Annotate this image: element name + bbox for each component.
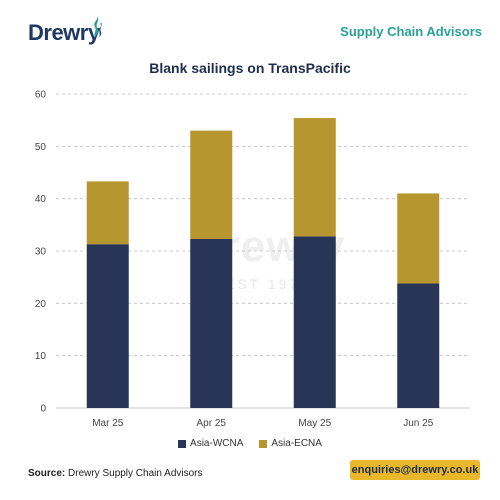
contact-email-button[interactable]: enquiries@drewry.co.uk: [350, 460, 480, 480]
bar-wcna: [190, 238, 233, 408]
source-label: Source:: [28, 468, 66, 479]
drewry-logo: Drewry: [28, 20, 100, 45]
source-text: Drewry Supply Chain Advisors: [65, 468, 203, 479]
y-tick-label: 10: [35, 351, 47, 362]
bar-wcna: [293, 236, 336, 408]
bar-ecna: [86, 181, 129, 245]
flame-icon: [94, 16, 102, 38]
x-tick-label: Jun 25: [403, 418, 433, 429]
bar-wcna: [397, 283, 440, 408]
bar-ecna: [397, 193, 440, 284]
y-tick-label: 20: [35, 299, 47, 310]
x-tick-label: Apr 25: [197, 418, 227, 429]
bar-wcna: [86, 244, 129, 408]
bar-ecna: [190, 130, 233, 239]
chart-title: Blank sailings on TransPacific: [149, 60, 351, 76]
chart: 0 10 20 30 40 50 60 Mar 25 Apr 25 May 25 Jun 25: [35, 90, 470, 429]
watermark-sub: EST 1970: [225, 276, 312, 292]
legend-swatch-ecna: [259, 439, 268, 448]
y-tick-label: 50: [35, 142, 47, 153]
legend-label-wcna: Asia-WCNA: [190, 438, 244, 449]
x-tick-label: Mar 25: [92, 418, 124, 429]
legend-label-ecna: Asia-ECNA: [271, 438, 322, 449]
legend-item-wcna: Asia-WCNA: [178, 438, 243, 449]
source-note: Source: Drewry Supply Chain Advisors: [28, 468, 203, 479]
legend: Asia-WCNA Asia-ECNA: [0, 438, 500, 449]
y-tick-label: 0: [40, 404, 46, 415]
bar-ecna: [293, 118, 336, 237]
legend-item-ecna: Asia-ECNA: [259, 438, 322, 449]
header: Drewry Supply Chain Advisors: [0, 0, 500, 60]
legend-swatch-wcna: [178, 439, 187, 448]
brand-tagline: Supply Chain Advisors: [340, 24, 482, 39]
y-tick-label: 30: [35, 247, 47, 258]
y-tick-label: 40: [35, 194, 47, 205]
y-tick-label: 60: [35, 90, 47, 101]
x-tick-label: May 25: [298, 418, 331, 429]
